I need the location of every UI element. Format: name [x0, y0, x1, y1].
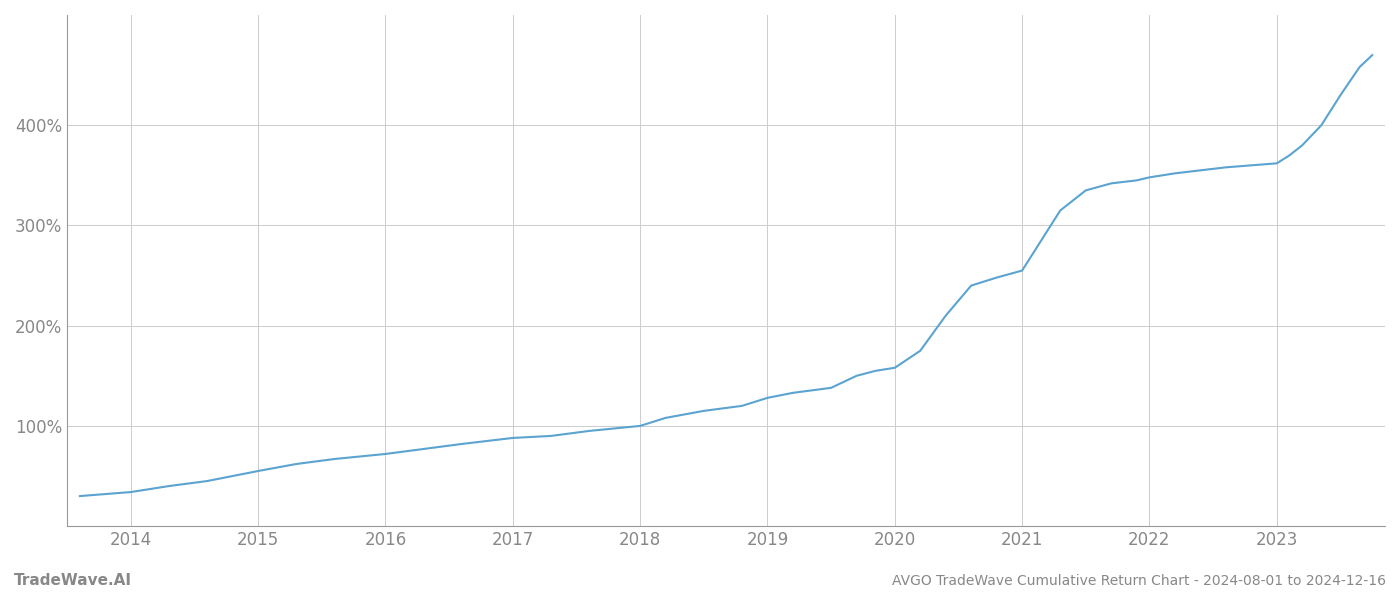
Text: TradeWave.AI: TradeWave.AI: [14, 573, 132, 588]
Text: AVGO TradeWave Cumulative Return Chart - 2024-08-01 to 2024-12-16: AVGO TradeWave Cumulative Return Chart -…: [892, 574, 1386, 588]
